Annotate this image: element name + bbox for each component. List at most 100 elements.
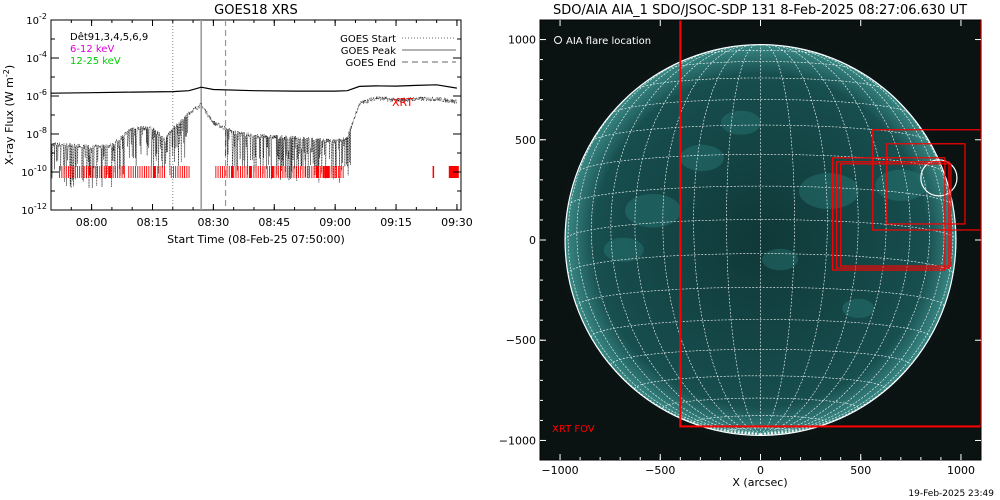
active-region [603,237,644,262]
left-y-axis-label: X-ray Flux (W m-2) [2,65,16,165]
xrt-mark [257,166,259,178]
xrt-mark [293,166,295,178]
xrt-mark [300,166,302,178]
xrt-fov-box [840,163,952,267]
flare-location-legend-icon [554,36,562,44]
right-plot-axes: −1000 −500 0 500 1000 −1000 −500 0 500 1000 [499,20,981,477]
xrt-mark [244,166,246,178]
x-tick-label: 1000 [947,464,975,477]
y-tick-label: 0 [529,234,536,247]
longitude-line [610,46,761,435]
xrt-mark [331,166,333,178]
xrt-mark [302,166,304,178]
xrt-mark [179,166,181,178]
xrt-mark [333,166,335,178]
longitude-line [693,44,761,435]
active-region [842,298,875,319]
xrt-mark [340,166,342,178]
xrt-mark [284,166,286,178]
x-tick-label: 500 [850,464,871,477]
xrt-mark [159,166,161,178]
aia-legend-label: AIA flare location [566,36,651,47]
y-tick-label: −1000 [499,434,536,447]
xrt-fov-box [679,20,981,428]
xrt-mark [103,166,105,178]
xrt-mark [177,166,179,178]
xrt-mark [72,166,74,178]
xrt-mark [130,166,132,178]
longitude-line [760,44,828,435]
y-tick-label: 10-2 [26,12,47,27]
xrt-mark [235,166,237,178]
xrt-mark [264,166,266,178]
xrt-mark [68,166,69,178]
legend-entry: GOES End [346,58,396,69]
longitude-line [662,45,761,435]
xrt-mark [139,166,141,178]
xrt-mark [74,166,76,178]
xrt-mark [81,166,83,178]
latitude-line [591,124,930,142]
xrt-mark [277,166,279,178]
xrt-mark [286,166,288,178]
xrt-mark [65,166,67,178]
xrt-series-label: XRT [392,96,413,109]
xrt-mark [324,166,327,178]
xrt-mark [173,166,174,178]
aia-image-area [555,20,981,446]
latitude-line [611,99,910,114]
longitude-line [576,52,761,435]
xrt-mark [242,166,244,178]
longitude-line [760,46,911,435]
series-goes-long-line [51,84,457,94]
xrt-mark [228,166,230,178]
xrt-mark [313,166,315,178]
xrt-mark [224,166,226,178]
longitude-line [567,74,761,435]
xrt-mark [262,166,264,178]
flare-location-circle [920,159,958,197]
xrt-mark [233,166,235,178]
xrt-mark [101,166,103,178]
longitude-line [760,74,954,435]
solar-limb [564,43,957,437]
active-region [720,110,761,135]
xrt-mark [164,166,165,178]
right-x-axis-label: X (arcsec) [732,476,787,489]
latitude-line [568,185,953,206]
xrt-mark [59,166,60,178]
latitude-line [696,50,825,56]
active-region [679,144,724,172]
y-tick-label: 10-10 [21,164,47,179]
xrt-mark [295,166,297,178]
xrt-mark [327,166,330,178]
legend-entry: GOES Start [340,34,396,45]
xrt-mark [269,166,270,178]
xrt-mark [329,166,331,178]
xrt-mark [342,166,344,178]
xrt-mark [97,166,98,178]
xrt-mark [181,166,183,178]
xrt-mark [273,166,275,178]
xrt-mark [322,166,325,178]
xrt-mark [83,166,85,178]
active-region [625,193,682,228]
xrt-mark [266,166,268,178]
longitude-line [760,52,945,435]
xrt-mark [251,166,252,178]
xrt-mark [92,166,94,178]
xrt-mark [219,166,221,178]
y-tick-label: −500 [506,334,536,347]
xrt-mark [222,166,223,178]
xrt-mark [141,166,143,178]
xrt-mark [88,166,89,178]
xrt-mark [215,166,217,178]
x-tick-label: 08:30 [198,216,230,229]
xrt-mark [157,166,159,178]
xrt-mark [155,166,156,178]
aia-legend: AIA flare location [554,36,651,47]
y-tick-label: 10-4 [26,50,47,65]
xrt-mark [304,166,306,178]
